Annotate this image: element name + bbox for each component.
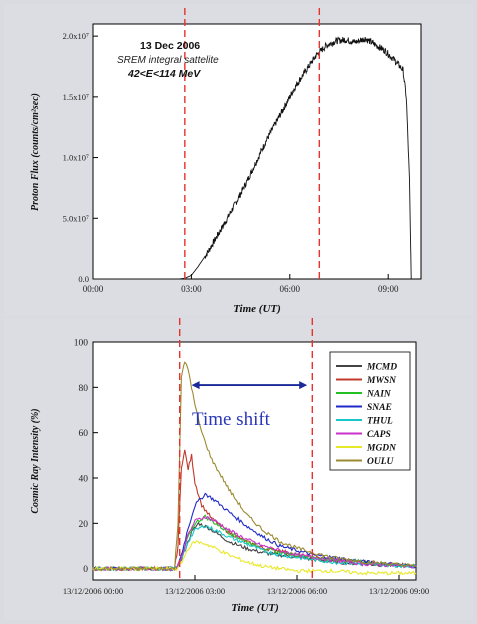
- time-shift-arrowhead-left: [191, 381, 200, 390]
- legend-label-mgdn: MGDN: [366, 444, 397, 454]
- legend-label-nain: NAIN: [366, 390, 392, 400]
- legend-label-thul: THUL: [367, 417, 393, 427]
- legend-label-caps: CAPS: [367, 430, 391, 440]
- legend-box: [329, 351, 411, 471]
- series-line-caps: [92, 515, 417, 572]
- bottom-series-group: [92, 361, 417, 576]
- top-x-tick-label: 09:00: [378, 284, 399, 294]
- top-vertical-markers: [184, 8, 321, 279]
- annotation-date: 13 Dec 2006: [140, 40, 200, 52]
- legend-label-mwsn: MWSN: [366, 376, 397, 386]
- top-x-axis-label: Time (UT): [233, 303, 281, 315]
- top-y-tick-label: 1.0x10⁷: [63, 153, 89, 163]
- annotation-instrument: SREM integral sattelite: [117, 55, 219, 66]
- bottom-y-tick-label: 40: [79, 475, 89, 485]
- bottom-axis-ticks: 13/12/2006 00:00 13/12/2006 03:00 13/12/20…: [63, 339, 429, 597]
- bottom-y-tick-label: 80: [79, 384, 89, 394]
- bottom-x-tick-label: 13/12/2006 00:00: [63, 586, 123, 596]
- top-plot-area: [92, 23, 422, 280]
- bottom-x-tick-label: 13/12/2006 09:00: [369, 586, 429, 596]
- top-x-tick-label: 03:00: [181, 284, 202, 294]
- time-shift-arrowhead-right: [299, 381, 308, 390]
- cosmic-ray-chart: 13/12/2006 00:00 13/12/2006 03:00 13/12/20…: [30, 318, 429, 614]
- time-shift-label: Time shift: [192, 409, 271, 430]
- top-y-tick-label: 0.0: [78, 274, 89, 284]
- legend-label-snae: SNAE: [367, 403, 392, 413]
- bottom-y-axis-label: Cosmic Ray Intensity (%): [30, 408, 41, 513]
- proton-flux-line: [93, 36, 412, 280]
- annotation-energy: 42<E<114 MeV: [127, 68, 201, 80]
- proton-flux-chart: 00:00 03:00 06:00 09:00 0.0 5.0x10⁷ 1.0x10⁷ 1.5…: [30, 8, 422, 315]
- bottom-y-tick-label: 60: [79, 429, 89, 439]
- legend: MCMD MWSN NAIN SNAE THUL CAPS MGDN OULU: [329, 351, 411, 471]
- legend-label-oulu: OULU: [367, 457, 395, 467]
- legend-label-mcmd: MCMD: [366, 363, 397, 373]
- legend-items: MCMD MWSN NAIN SNAE THUL CAPS MGDN OULU: [336, 363, 397, 467]
- top-x-tick-label: 06:00: [280, 284, 301, 294]
- bottom-x-tick-label: 13/12/2006 03:00: [165, 586, 225, 596]
- top-y-axis-label: Proton Flux (counts/cm²sec): [30, 93, 41, 211]
- top-y-tick-label: 5.0x10⁷: [63, 213, 89, 223]
- bottom-y-tick-label: 20: [79, 520, 89, 530]
- top-y-tick-label: 2.0x10⁷: [63, 31, 89, 41]
- bottom-y-tick-label: 0: [83, 565, 88, 575]
- series-line-thul: [92, 524, 417, 572]
- top-series-group: [93, 36, 412, 280]
- bottom-y-tick-label: 100: [74, 339, 89, 349]
- series-line-oulu: [92, 361, 417, 572]
- bottom-x-axis-label: Time (UT): [231, 602, 279, 614]
- bottom-x-tick-label: 13/12/2006 06:00: [267, 586, 327, 596]
- top-x-tick-label: 00:00: [83, 284, 104, 294]
- top-y-tick-label: 1.5x10⁷: [63, 92, 89, 102]
- time-shift-arrow: [191, 381, 308, 390]
